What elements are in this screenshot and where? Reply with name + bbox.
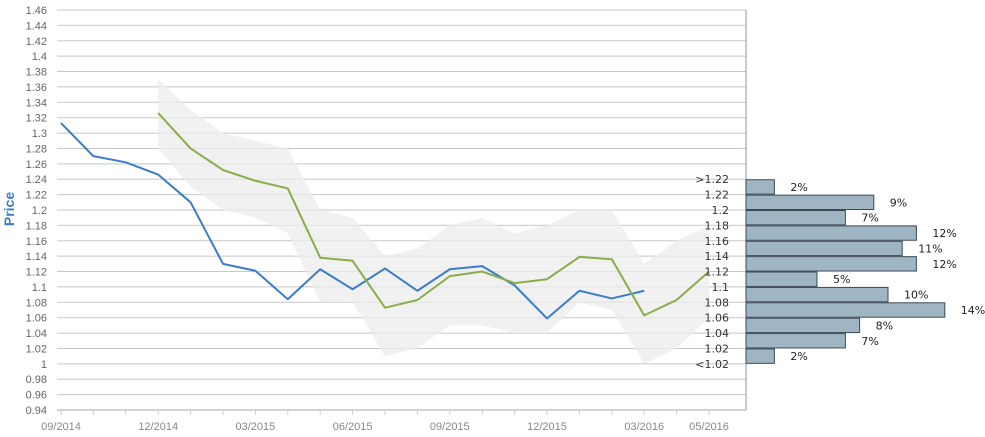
histogram-bar (745, 286, 889, 303)
y-tick-label: 1.44 (26, 20, 47, 32)
x-tick-label: 03/2015 (236, 421, 276, 433)
x-tick-label: 09/2015 (430, 421, 470, 433)
y-tick-label: 1.02 (26, 343, 47, 355)
y-tick-label: 1.26 (26, 159, 47, 171)
histogram-bin-label: 1.02 (705, 342, 730, 355)
y-tick-label: 1.46 (26, 5, 47, 17)
histogram-bin-label: 1.06 (705, 312, 730, 325)
histogram-bar-label: 5% (833, 273, 850, 286)
histogram-bar (745, 333, 846, 349)
histogram-bar-label: 8% (876, 319, 893, 332)
histogram-bin-label: 1.18 (705, 219, 730, 232)
histogram-bar-label: 7% (861, 335, 878, 348)
histogram-bin-label: 1.1 (712, 281, 730, 294)
y-tick-label: 1.22 (26, 190, 47, 202)
y-tick-label: 1.38 (26, 67, 47, 79)
histogram-bar (745, 240, 903, 257)
histogram-bar (745, 302, 946, 318)
histogram-bar-label: 12% (932, 227, 956, 240)
y-tick-label: 0.96 (26, 390, 47, 402)
y-tick-label: 1.16 (26, 236, 47, 248)
series-lines-layer (60, 112, 710, 320)
y-tick-label: 1.42 (26, 36, 47, 48)
y-tick-label: 1.28 (26, 143, 47, 155)
y-tick-label: 1.1 (32, 282, 47, 294)
y-tick-label: 1.12 (26, 267, 47, 279)
y-axis-label: Price (1, 192, 17, 226)
y-tick-label: 1.34 (26, 97, 47, 109)
histogram-bar-label: 10% (904, 289, 928, 302)
histogram-bar-label: 9% (890, 196, 907, 209)
x-tick-label: 12/2015 (527, 421, 567, 433)
y-tick-label: 1.3 (32, 128, 47, 140)
histogram-bin-label: >1.22 (695, 173, 729, 186)
y-tick-label: 1 (41, 359, 47, 371)
histogram-bar (745, 194, 875, 211)
histogram-bar-label: 14% (961, 304, 985, 317)
y-tick-label: 1.4 (32, 51, 47, 63)
x-tick-labels: 09/2014 12/2014 03/2015 06/2015 09/2015 12/20… (41, 421, 729, 433)
y-tick-label: 1.36 (26, 82, 47, 94)
histogram-bin-label: 1.16 (705, 235, 730, 248)
y-tick-label: 1.18 (26, 220, 47, 232)
histogram-bar (745, 317, 861, 334)
y-tick-label: 1.06 (26, 313, 47, 325)
y-tick-label: 1.14 (26, 251, 47, 263)
y-tick-label: 1.04 (26, 328, 47, 340)
histogram-bar-label: 7% (861, 212, 878, 225)
y-tick-label: 1.2 (32, 205, 47, 217)
histogram-bin-label: 1.14 (705, 250, 730, 263)
histogram-bin-label: 1.12 (705, 266, 730, 279)
histogram-bar (745, 210, 846, 226)
actual-series-line (60, 122, 645, 320)
y-tick-labels: 1.46 1.44 1.42 1.4 1.38 1.36 1.34 1.32 1.3 1.28 1.… (26, 5, 47, 417)
histogram-bar-label: 12% (932, 258, 956, 271)
x-tick-label: 03/2016 (624, 421, 664, 433)
histogram-bar (745, 348, 775, 364)
histogram-bin-label: <1.02 (695, 358, 729, 371)
confidence-band-layer (158, 79, 709, 364)
histogram-bin-label: 1.04 (705, 327, 730, 340)
x-tick-label: 12/2014 (138, 421, 178, 433)
histogram-bin-label: 1.2 (712, 204, 730, 217)
histogram-bar-label: 2% (790, 350, 807, 363)
histogram-bar (745, 271, 818, 287)
histogram-bin-label: 1.08 (705, 296, 730, 309)
x-tick-label: 09/2014 (41, 421, 81, 433)
histogram-bar (745, 256, 917, 272)
histogram-bin-label: 1.22 (705, 189, 730, 202)
confidence-band (158, 79, 709, 364)
histogram-layer: >1.22 1.22 1.2 1.18 1.16 1.14 1.12 1.1 1.08 1.06 1… (695, 173, 985, 371)
histogram-bar-label: 2% (790, 181, 807, 194)
y-tick-label: 1.08 (26, 297, 47, 309)
y-tick-label: 0.94 (26, 405, 47, 417)
histogram-bar (745, 225, 917, 241)
y-tick-label: 1.32 (26, 113, 47, 125)
x-tick-label: 05/2016 (689, 421, 729, 433)
x-tick-label: 06/2015 (333, 421, 373, 433)
histogram-bar (745, 179, 775, 195)
histogram-bar-label: 11% (918, 242, 942, 255)
forecast-series-line (157, 112, 710, 317)
y-tick-label: 1.24 (26, 174, 47, 186)
y-tick-label: 0.98 (26, 374, 47, 386)
